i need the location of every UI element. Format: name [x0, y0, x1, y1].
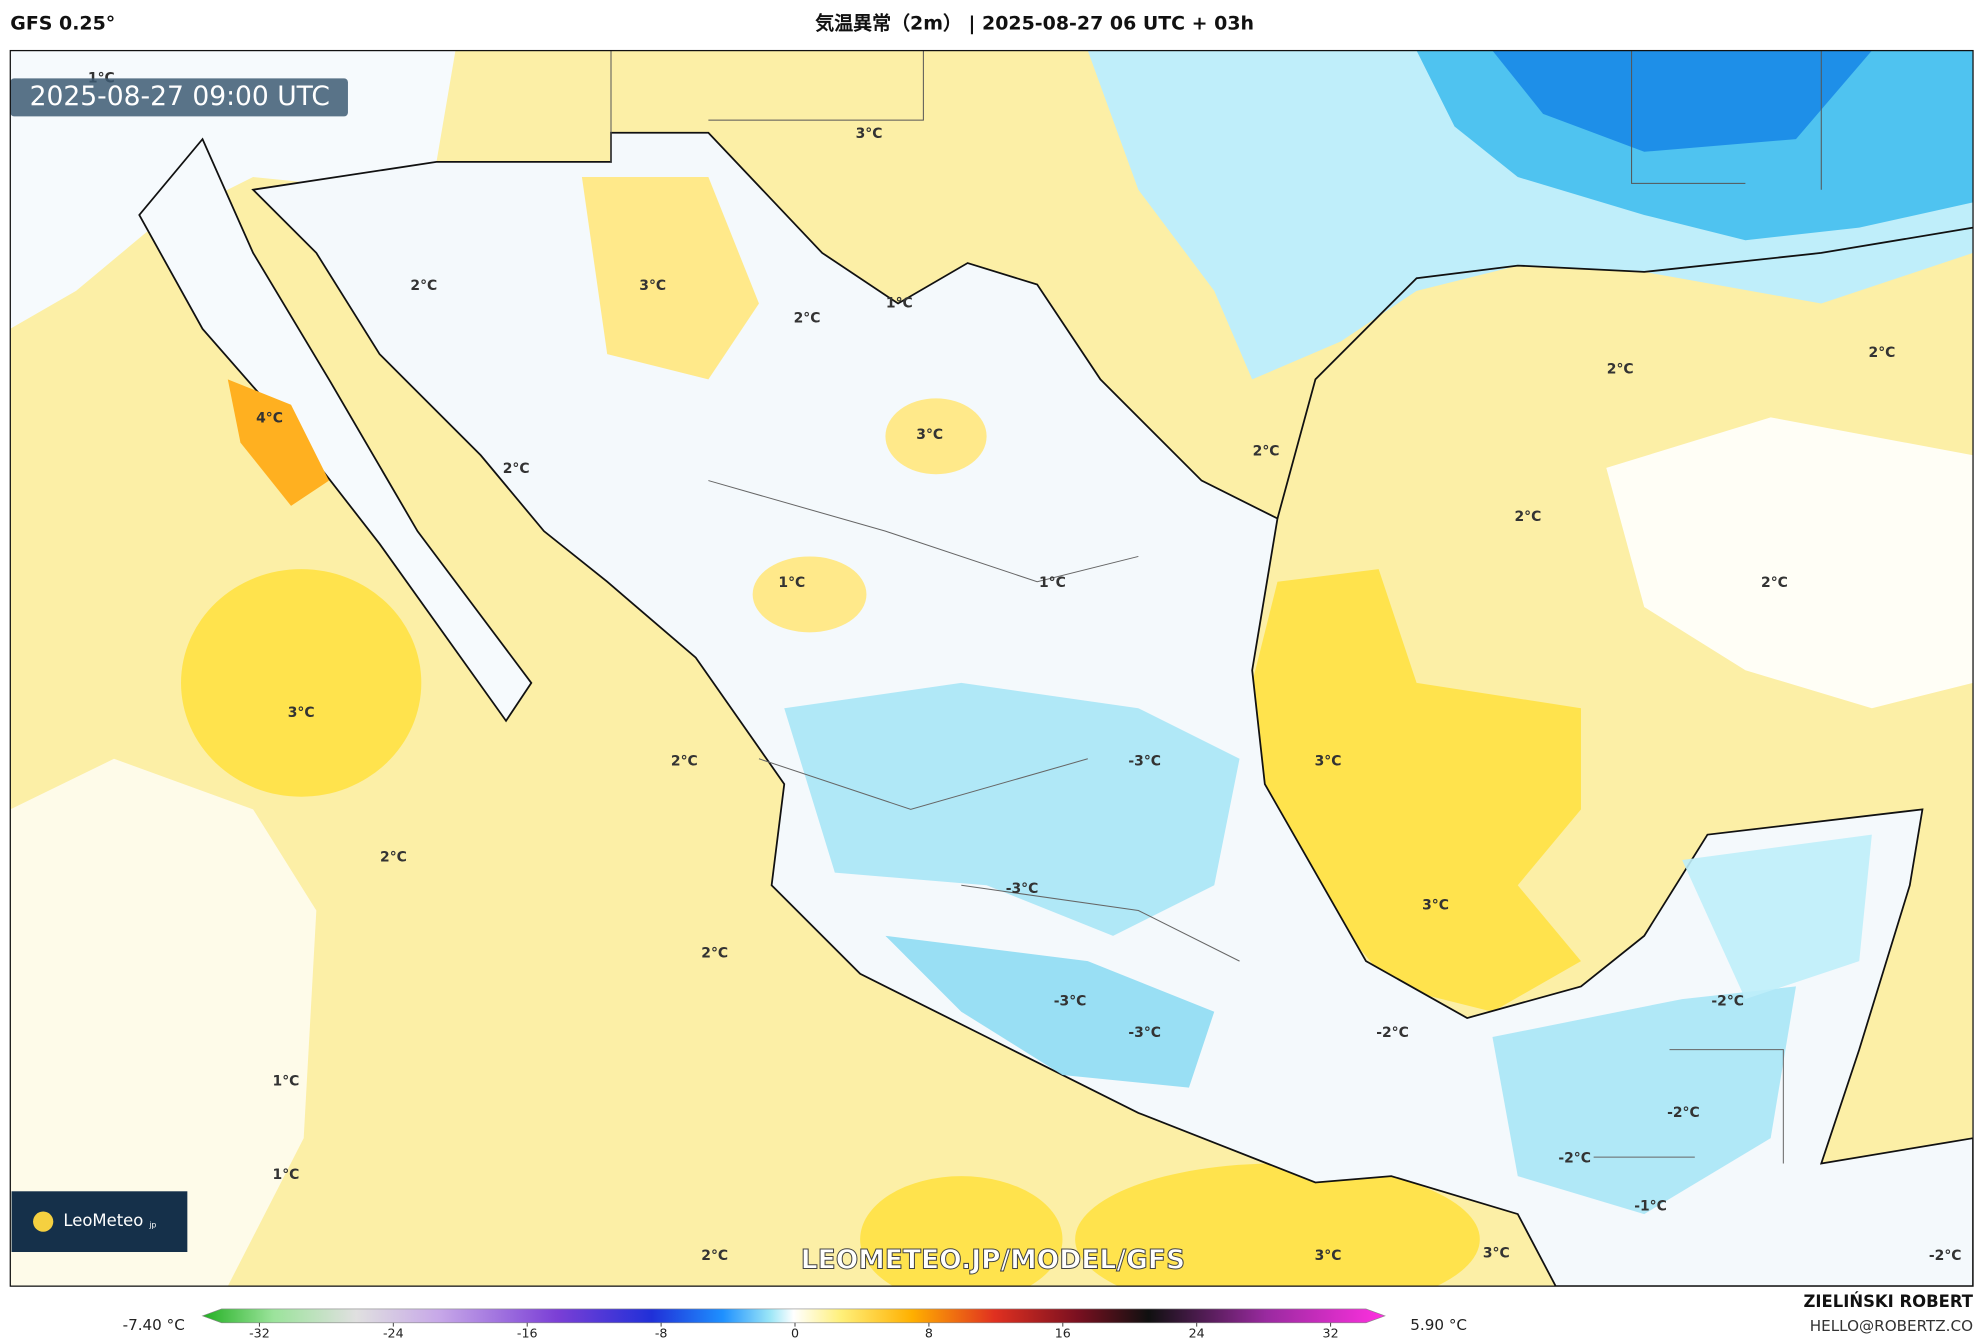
- contour-label: 3°C: [288, 705, 315, 721]
- map-title: 気温異常（2m） | 2025-08-27 06 UTC + 03h: [815, 12, 1254, 35]
- colorbar-tick-label: 0: [791, 1326, 799, 1338]
- warm-patch: [1252, 569, 1581, 1012]
- colorbar-tick-label: -32: [249, 1326, 270, 1338]
- contour-label: 2°C: [1761, 575, 1788, 591]
- contour-label: -2°C: [1376, 1025, 1409, 1041]
- pacific-white: [10, 758, 317, 1287]
- us-colder: [1492, 50, 1872, 152]
- contour-label: -2°C: [1929, 1248, 1962, 1264]
- contour-label: -1°C: [1634, 1198, 1667, 1214]
- contour-label: 2°C: [1514, 509, 1541, 525]
- gulf-white: [1606, 417, 1974, 709]
- email: HELLO@ROBERTZ.CO: [1810, 1317, 1973, 1335]
- contour-label: 3°C: [1483, 1245, 1510, 1261]
- logo-sun: [33, 1211, 54, 1232]
- admin-borders: [708, 480, 1784, 1164]
- contour-label: 3°C: [916, 427, 943, 443]
- contour-label: 1°C: [273, 1167, 300, 1183]
- colorbar-tick-label: 32: [1323, 1326, 1339, 1338]
- colorbar-tick-label: 24: [1189, 1326, 1205, 1338]
- watermark: LEOMETEO.JP/MODEL/GFS: [801, 1244, 1185, 1275]
- contour-label: 2°C: [794, 311, 821, 327]
- state-borders: [610, 50, 1822, 190]
- colorbar-tick-label: 16: [1055, 1326, 1071, 1338]
- contour-label: 2°C: [671, 753, 698, 769]
- contour-label: 2°C: [1869, 345, 1896, 361]
- contour-label: 4°C: [256, 411, 283, 427]
- logo-suffix: jp: [148, 1220, 156, 1229]
- timestamp: 2025-08-27 09:00 UTC: [30, 81, 330, 112]
- contour-label: 2°C: [410, 278, 437, 294]
- contour-label: -2°C: [1558, 1150, 1591, 1166]
- contour-label: 2°C: [701, 1248, 728, 1264]
- colorbar-min: -7.40 °C: [123, 1316, 185, 1334]
- contour-label: -3°C: [1054, 994, 1087, 1010]
- colorbar-max: 5.90 °C: [1410, 1316, 1467, 1334]
- us-gulf-coast: [1276, 226, 1974, 519]
- contour-label: -3°C: [1128, 753, 1161, 769]
- contour-label: 3°C: [856, 126, 883, 142]
- logo-text: LeoMeteo: [63, 1211, 143, 1230]
- contour-label: 2°C: [503, 461, 530, 477]
- warm-patch: [860, 1176, 1063, 1287]
- contour-labels: 1°C 3°C 2°C 3°C 1°C 2°C 2°C 2°C 4°C 3°C 2°C 2°C 2°C 1…: [88, 70, 1962, 1263]
- colorbar-tick-label: -8: [655, 1326, 668, 1338]
- contour-label: 2°C: [380, 849, 407, 865]
- contour-label: 1°C: [778, 575, 805, 591]
- colorbar-tick-label: 8: [925, 1326, 933, 1338]
- contour-label: 2°C: [701, 946, 728, 962]
- colorbar-tick-label: -24: [383, 1326, 404, 1338]
- contour-label: -2°C: [1711, 994, 1744, 1010]
- hot-spot: [227, 379, 329, 506]
- map: 1°C 3°C 2°C 3°C 1°C 2°C 2°C 2°C 4°C 3°C 2°C 2°C 2°C 1…: [10, 50, 1974, 1287]
- contour-label: 3°C: [1422, 897, 1449, 913]
- contour-label: 1°C: [886, 296, 913, 312]
- map-frame: [9, 49, 1974, 1287]
- contour-label: 1°C: [273, 1073, 300, 1089]
- colorbar: [201, 1308, 1386, 1324]
- warm-patch: [752, 556, 867, 633]
- contour-label: 3°C: [639, 278, 666, 294]
- contour-label: -2°C: [1667, 1105, 1700, 1121]
- cool-patch: [885, 935, 1215, 1088]
- model-name: GFS 0.25°: [10, 13, 115, 35]
- warm-patch: [581, 177, 759, 380]
- cool-patch: [1682, 834, 1872, 1000]
- author: ZIELIŃSKI ROBERT: [1803, 1292, 1973, 1311]
- colorbar-ticks: -32 -24 -16 -8 0 8 16 24 32: [249, 1322, 1339, 1338]
- contour-label: -3°C: [1128, 1025, 1161, 1041]
- cool-patch: [784, 682, 1240, 936]
- contour-label: 3°C: [1315, 1248, 1342, 1264]
- contour-label: 3°C: [1315, 753, 1342, 769]
- contour-label: 2°C: [1607, 361, 1634, 377]
- cool-patch: [1492, 986, 1796, 1215]
- warm-patch: [181, 569, 422, 797]
- baja-california: [138, 137, 533, 723]
- warm-patch: [1075, 1163, 1480, 1287]
- contour-label: 1°C: [1039, 575, 1066, 591]
- warm-patch: [885, 398, 987, 475]
- colorbar-tick-label: -16: [517, 1326, 538, 1338]
- timestamp-box: [10, 78, 348, 117]
- contour-label: -3°C: [1006, 881, 1039, 897]
- contour-label: 2°C: [1253, 443, 1280, 459]
- us-southwest: [10, 50, 456, 329]
